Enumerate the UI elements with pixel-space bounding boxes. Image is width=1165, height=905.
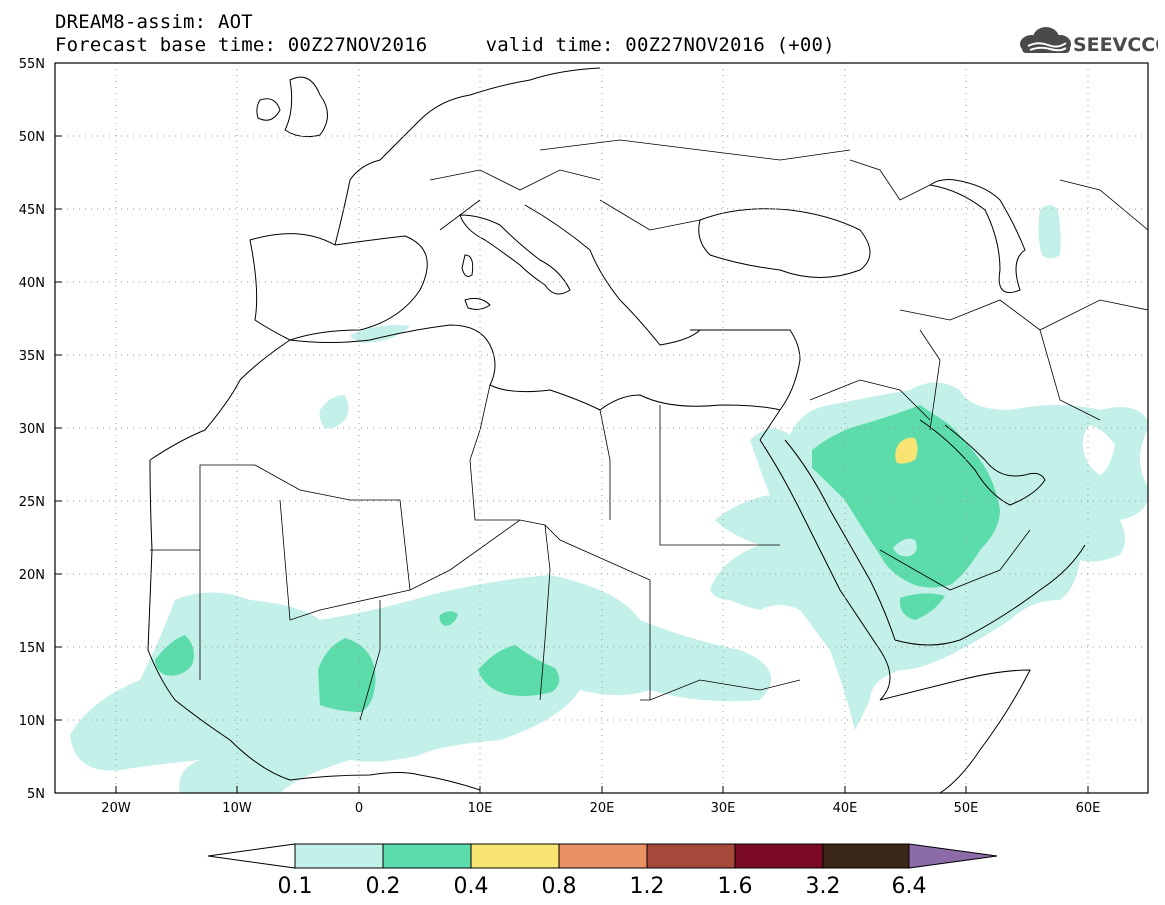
- aot-band-hole: [893, 538, 917, 557]
- aot-band-0.4-0.8: [895, 437, 918, 464]
- map-title: DREAM8-assim: AOT: [55, 11, 253, 33]
- lat-label: 20N: [19, 568, 45, 583]
- colorbar-label: 0.8: [542, 874, 577, 899]
- lon-labels: 20W 10W 0 10E 20E 30E 40E 50E 60E: [101, 801, 1100, 816]
- seevccc-logo: SEEVCCC: [1020, 27, 1158, 56]
- lon-label: 20E: [590, 801, 615, 816]
- lat-labels: 55N 50N 45N 40N 35N 30N 25N 20N 15N 10N …: [19, 57, 45, 802]
- colorbar-label: 0.2: [366, 874, 401, 899]
- lat-label: 50N: [19, 130, 45, 145]
- colorbar: 0.1 0.2 0.4 0.8 1.2 1.6 3.2 6.4: [207, 843, 998, 899]
- colorbar-label: 1.2: [630, 874, 665, 899]
- colorbar-label: 1.6: [718, 874, 753, 899]
- graticule: [55, 63, 1148, 793]
- lon-label: 30E: [711, 801, 736, 816]
- aot-band-0.2-0.4: [155, 405, 1000, 712]
- colorbar-label: 3.2: [806, 874, 841, 899]
- aot-contour-layer: [55, 63, 1148, 793]
- lat-label: 40N: [19, 276, 45, 291]
- colorbar-segment: [382, 843, 472, 869]
- colorbar-label: 0.1: [278, 874, 313, 899]
- lon-label: 40E: [833, 801, 858, 816]
- lat-label: 30N: [19, 422, 45, 437]
- colorbar-label: 0.4: [454, 874, 489, 899]
- lat-label: 10N: [19, 714, 45, 729]
- lat-label: 45N: [19, 203, 45, 218]
- lon-label: 10E: [468, 801, 493, 816]
- aot-band-hole: [1082, 425, 1115, 475]
- colorbar-segment: [470, 843, 560, 869]
- lon-label: 60E: [1076, 801, 1101, 816]
- lat-label: 25N: [19, 495, 45, 510]
- lat-label: 55N: [19, 57, 45, 72]
- colorbar-overflow-arrow: [908, 843, 998, 869]
- colorbar-underflow-arrow: [207, 843, 296, 869]
- colorbar-label: 6.4: [892, 874, 927, 899]
- colorbar-segment: [558, 843, 648, 869]
- country-borders: [150, 139, 1148, 721]
- lon-label: 0: [355, 801, 363, 816]
- lat-label: 35N: [19, 349, 45, 364]
- lat-label: 5N: [27, 787, 45, 802]
- logo-text: SEEVCCC: [1073, 34, 1158, 56]
- lon-label: 20W: [101, 801, 131, 816]
- coastlines: [147, 67, 1086, 793]
- forecast-time-subtitle: Forecast base time: 00Z27NOV2016 valid t…: [55, 34, 835, 56]
- lon-label: 10W: [222, 801, 252, 816]
- axis-ticks: [55, 135, 1089, 793]
- lat-label: 15N: [19, 641, 45, 656]
- colorbar-segment: [822, 843, 910, 869]
- colorbar-segment: [294, 843, 384, 869]
- colorbar-segment: [734, 843, 824, 869]
- colorbar-segment: [646, 843, 736, 869]
- lon-label: 50E: [954, 801, 979, 816]
